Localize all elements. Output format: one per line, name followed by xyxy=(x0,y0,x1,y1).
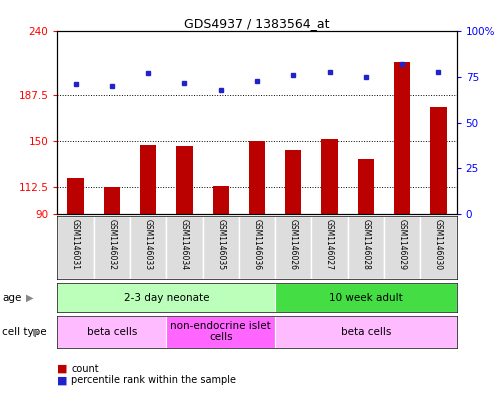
FancyBboxPatch shape xyxy=(348,216,384,279)
Text: GSM1146030: GSM1146030 xyxy=(434,219,443,270)
Text: GSM1146032: GSM1146032 xyxy=(107,219,116,270)
Text: GSM1146029: GSM1146029 xyxy=(398,219,407,270)
Bar xyxy=(104,187,120,214)
Text: ■: ■ xyxy=(57,364,68,374)
Text: ▶: ▶ xyxy=(26,293,33,303)
FancyBboxPatch shape xyxy=(130,216,166,279)
Text: GSM1146031: GSM1146031 xyxy=(71,219,80,270)
Bar xyxy=(213,186,229,214)
Bar xyxy=(140,145,156,214)
Text: GSM1146035: GSM1146035 xyxy=(216,219,225,270)
Text: percentile rank within the sample: percentile rank within the sample xyxy=(71,375,237,386)
Bar xyxy=(285,150,301,214)
FancyBboxPatch shape xyxy=(57,283,275,312)
Text: count: count xyxy=(71,364,99,374)
FancyBboxPatch shape xyxy=(94,216,130,279)
Text: beta cells: beta cells xyxy=(341,327,391,337)
Bar xyxy=(358,159,374,214)
Text: GSM1146036: GSM1146036 xyxy=(252,219,261,270)
Bar xyxy=(176,146,193,214)
Text: GSM1146033: GSM1146033 xyxy=(144,219,153,270)
Text: GSM1146034: GSM1146034 xyxy=(180,219,189,270)
Bar xyxy=(321,139,338,214)
FancyBboxPatch shape xyxy=(166,316,275,348)
Text: 10 week adult: 10 week adult xyxy=(329,293,403,303)
Bar xyxy=(430,107,447,214)
FancyBboxPatch shape xyxy=(420,216,457,279)
Text: cell type: cell type xyxy=(2,327,47,337)
Title: GDS4937 / 1383564_at: GDS4937 / 1383564_at xyxy=(184,17,330,30)
FancyBboxPatch shape xyxy=(166,216,203,279)
FancyBboxPatch shape xyxy=(311,216,348,279)
Bar xyxy=(394,62,410,214)
FancyBboxPatch shape xyxy=(384,216,420,279)
FancyBboxPatch shape xyxy=(203,216,239,279)
Text: beta cells: beta cells xyxy=(87,327,137,337)
FancyBboxPatch shape xyxy=(275,316,457,348)
FancyBboxPatch shape xyxy=(275,216,311,279)
Text: GSM1146027: GSM1146027 xyxy=(325,219,334,270)
Bar xyxy=(249,141,265,214)
Text: GSM1146026: GSM1146026 xyxy=(289,219,298,270)
FancyBboxPatch shape xyxy=(275,283,457,312)
Text: ■: ■ xyxy=(57,375,68,386)
FancyBboxPatch shape xyxy=(57,216,94,279)
FancyBboxPatch shape xyxy=(57,316,166,348)
Text: ▶: ▶ xyxy=(33,327,40,337)
Bar xyxy=(67,178,84,214)
Text: GSM1146028: GSM1146028 xyxy=(361,219,370,270)
FancyBboxPatch shape xyxy=(239,216,275,279)
Text: 2-3 day neonate: 2-3 day neonate xyxy=(124,293,209,303)
Text: age: age xyxy=(2,293,22,303)
Text: non-endocrine islet
cells: non-endocrine islet cells xyxy=(170,321,271,342)
